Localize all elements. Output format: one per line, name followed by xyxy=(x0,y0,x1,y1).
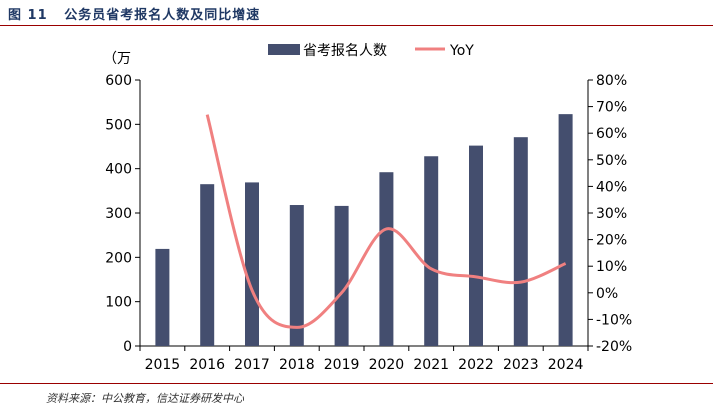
yoy-line xyxy=(205,114,567,329)
y-tick-label-right: 50% xyxy=(596,153,627,169)
x-tick-label: 2023 xyxy=(503,357,539,373)
bar xyxy=(469,145,483,346)
y-tick-label-left: 300 xyxy=(105,206,132,222)
y-tick-label-right: 80% xyxy=(596,73,627,89)
y-tick-label-right: -10% xyxy=(596,312,632,328)
y-tick-label-right: 70% xyxy=(596,100,627,116)
bar xyxy=(379,172,394,346)
figure-title: 图 11 公务员省考报名人数及同比增速 xyxy=(8,4,260,23)
x-tick-label: 2022 xyxy=(458,357,494,373)
y-tick-label-left: 600 xyxy=(105,73,132,89)
bar xyxy=(513,137,528,346)
bar xyxy=(334,205,349,346)
y-tick-label-left: 0 xyxy=(123,339,132,355)
y-tick-label-left: 500 xyxy=(105,117,132,133)
bar xyxy=(200,184,215,346)
y-tick-label-right: -20% xyxy=(596,339,632,355)
x-tick-label: 2024 xyxy=(548,357,584,373)
legend-line-label: YoY xyxy=(449,43,474,59)
bar xyxy=(245,182,259,346)
x-tick-label: 2017 xyxy=(234,357,270,373)
y-tick-label-left: 100 xyxy=(105,295,132,311)
x-tick-label: 2020 xyxy=(369,357,405,373)
bar xyxy=(558,114,573,347)
legend-bar-swatch xyxy=(268,44,300,55)
y-tick-label-right: 10% xyxy=(596,259,627,275)
figure-title-text: 公务员省考报名人数及同比增速 xyxy=(64,8,261,23)
x-tick-label: 2019 xyxy=(324,357,360,373)
x-tick-label: 2015 xyxy=(145,357,181,373)
source-note: 资料来源：中公教育，信达证券研发中心 xyxy=(46,392,244,405)
bar xyxy=(155,248,170,346)
x-tick-label: 2018 xyxy=(279,357,315,373)
source-rule xyxy=(0,383,713,384)
bar xyxy=(289,205,304,346)
bar xyxy=(424,156,439,346)
y-axis-title: （万 xyxy=(103,51,131,67)
y-tick-label-left: 200 xyxy=(105,250,132,266)
legend-bar-label: 省考报名人数 xyxy=(303,43,387,59)
y-tick-label-right: 40% xyxy=(596,179,627,195)
figure-label: 图 11 xyxy=(8,8,48,23)
y-tick-label-right: 20% xyxy=(596,233,627,249)
y-tick-label-right: 60% xyxy=(596,126,627,142)
x-tick-label: 2016 xyxy=(189,357,225,373)
y-tick-label-right: 30% xyxy=(596,206,627,222)
y-tick-label-left: 400 xyxy=(105,162,132,178)
x-tick-label: 2021 xyxy=(413,357,449,373)
plot-area: 0 100 200 300 400 500 600 -20% -10% 0% 10% 20% 30% 40… xyxy=(105,73,632,373)
legend: 省考报名人数 YoY xyxy=(268,43,474,59)
y-tick-label-right: 0% xyxy=(596,286,618,302)
title-rule xyxy=(0,25,713,26)
